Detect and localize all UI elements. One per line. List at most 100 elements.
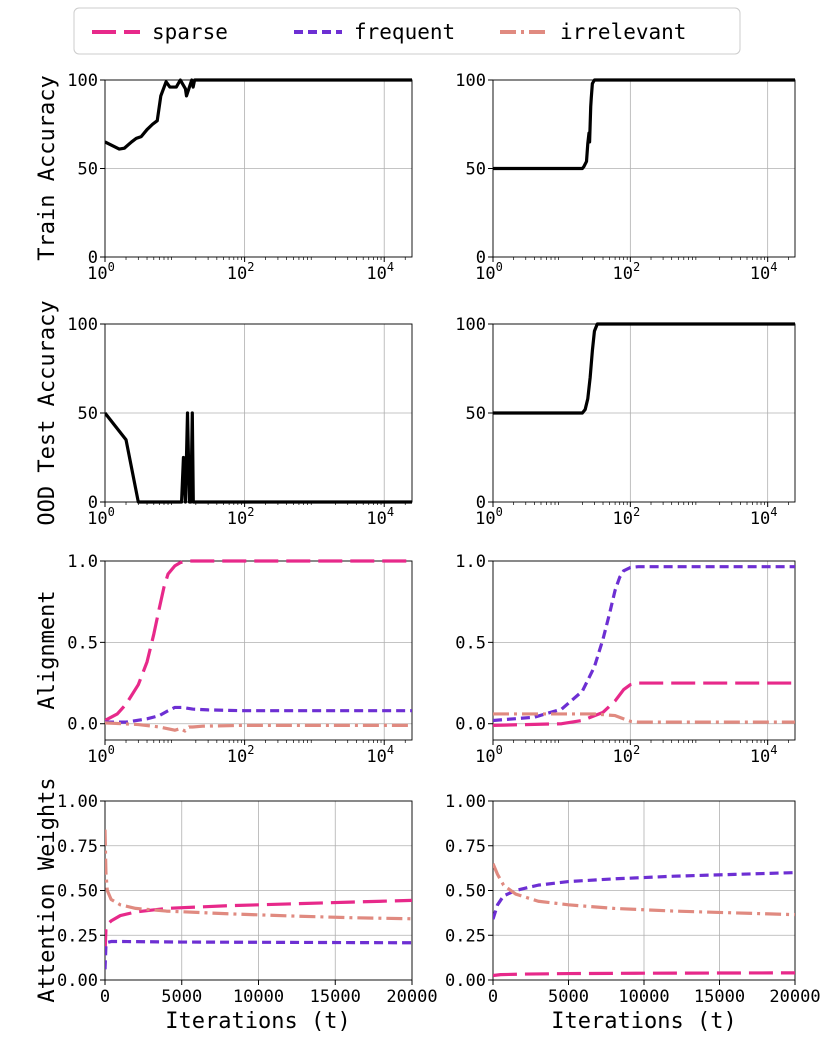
x-tick-base: 10 <box>227 509 247 529</box>
x-tick-exponent: 2 <box>247 743 254 757</box>
x-tick-label: 102 <box>612 743 640 767</box>
x-tick-label: 100 <box>475 260 503 284</box>
gridlines <box>104 79 412 258</box>
series-frequent <box>493 565 795 723</box>
x-tick-base: 10 <box>612 264 632 284</box>
y-tick-label: 0 <box>476 493 486 513</box>
x-tick-base: 10 <box>750 509 770 529</box>
y-tick-label: 0.00 <box>445 971 486 991</box>
x-tick-base: 10 <box>612 747 632 767</box>
x-tick-exponent: 2 <box>247 505 254 519</box>
x-tick-base: 10 <box>750 747 770 767</box>
y-tick-label: 0.0 <box>67 715 98 735</box>
y-tick-label: 50 <box>78 404 98 424</box>
y-tick-label: 50 <box>466 160 486 180</box>
y-tick-label: 0.5 <box>455 633 486 653</box>
gridlines <box>104 323 412 503</box>
x-tick-base: 10 <box>87 747 107 767</box>
x-tick-base: 10 <box>612 509 632 529</box>
y-tick-label: 0.50 <box>57 882 98 902</box>
x-tick-base: 10 <box>475 747 495 767</box>
series-sparse <box>105 559 412 722</box>
y-tick-label: 100 <box>455 315 486 335</box>
legend: sparse frequent irrelevant <box>73 7 741 55</box>
series-sparse <box>493 971 795 978</box>
y-axis-label: Attention Weights <box>35 777 60 1002</box>
x-tick-exponent: 0 <box>108 260 115 274</box>
x-tick-base: 10 <box>227 747 247 767</box>
x-tick-label: 0 <box>488 987 498 1007</box>
x-axis-label-right: Iterations (t) <box>551 1009 736 1034</box>
x-tick-exponent: 4 <box>770 260 777 274</box>
y-tick-label: 100 <box>67 315 98 335</box>
x-tick-base: 10 <box>227 264 247 284</box>
y-tick-label: 1.00 <box>57 792 98 812</box>
y-tick-label: 1.00 <box>445 792 486 812</box>
axis-labels: Train Accuracy OOD Test Accuracy Alignment… <box>35 75 737 1034</box>
x-tick-exponent: 2 <box>633 505 640 519</box>
series-accuracy <box>493 322 795 415</box>
x-tick-label: 104 <box>750 260 778 284</box>
x-tick-label: 104 <box>750 743 778 767</box>
x-tick-label: 104 <box>366 505 394 529</box>
y-axis-label: OOD Test Accuracy <box>35 300 60 525</box>
series-group <box>493 863 795 978</box>
x-tick-exponent: 0 <box>496 743 503 757</box>
x-tick-label: 104 <box>366 743 394 767</box>
y-axis-label: Alignment <box>35 590 60 709</box>
x-tick-label: 104 <box>750 505 778 529</box>
x-tick-label: 102 <box>227 505 255 529</box>
x-tick-label: 100 <box>87 743 115 767</box>
panel-attn_left: 0.00 0.25 0.50 0.75 1.00 0 5000 10000 15000 20000 <box>57 792 438 1007</box>
gridlines <box>492 560 795 740</box>
y-tick-label: 0.25 <box>445 926 486 946</box>
series-frequent <box>493 871 795 920</box>
series-irrelevant <box>105 721 412 733</box>
series-group <box>105 559 412 733</box>
x-tick-label: 100 <box>87 260 115 284</box>
x-tick-exponent: 4 <box>770 743 777 757</box>
y-tick-label: 0.25 <box>57 926 98 946</box>
x-tick-exponent: 0 <box>108 743 115 757</box>
axes-frame <box>492 560 796 741</box>
x-axis-label-left: Iterations (t) <box>165 1009 350 1034</box>
series-accuracy <box>105 411 412 504</box>
y-tick-label: 0 <box>88 248 98 268</box>
series-irrelevant <box>493 712 795 724</box>
legend-frame <box>73 7 741 55</box>
series-sparse <box>493 681 795 727</box>
y-tick-label: 0.50 <box>445 882 486 902</box>
panel-attn_right: 0.00 0.25 0.50 0.75 1.00 0 5000 10000 15000 20000 <box>445 792 821 1007</box>
series-frequent <box>105 705 412 724</box>
y-tick-label: 50 <box>78 160 98 180</box>
y-tick-label: 0 <box>88 493 98 513</box>
y-tick-label: 1.0 <box>67 552 98 572</box>
series-group <box>105 829 412 970</box>
series-sparse <box>105 898 412 954</box>
x-tick-base: 10 <box>366 509 386 529</box>
series-group <box>105 78 412 151</box>
x-tick-exponent: 4 <box>387 743 394 757</box>
x-tick-label: 10000 <box>618 987 669 1007</box>
x-tick-label: 100 <box>475 505 503 529</box>
y-axis-label: Train Accuracy <box>35 75 60 260</box>
x-tick-label: 0 <box>100 987 110 1007</box>
y-tick-label: 0.00 <box>57 971 98 991</box>
series-group <box>493 78 795 171</box>
x-tick-label: 100 <box>475 743 503 767</box>
x-tick-exponent: 2 <box>633 743 640 757</box>
x-tick-base: 10 <box>366 747 386 767</box>
x-tick-base: 10 <box>87 264 107 284</box>
x-tick-label: 100 <box>87 505 115 529</box>
x-tick-base: 10 <box>87 509 107 529</box>
y-tick-label: 0.75 <box>57 837 98 857</box>
y-tick-label: 0.75 <box>445 837 486 857</box>
y-tick-label: 0 <box>476 248 486 268</box>
x-tick-exponent: 4 <box>770 505 777 519</box>
x-tick-exponent: 0 <box>496 260 503 274</box>
